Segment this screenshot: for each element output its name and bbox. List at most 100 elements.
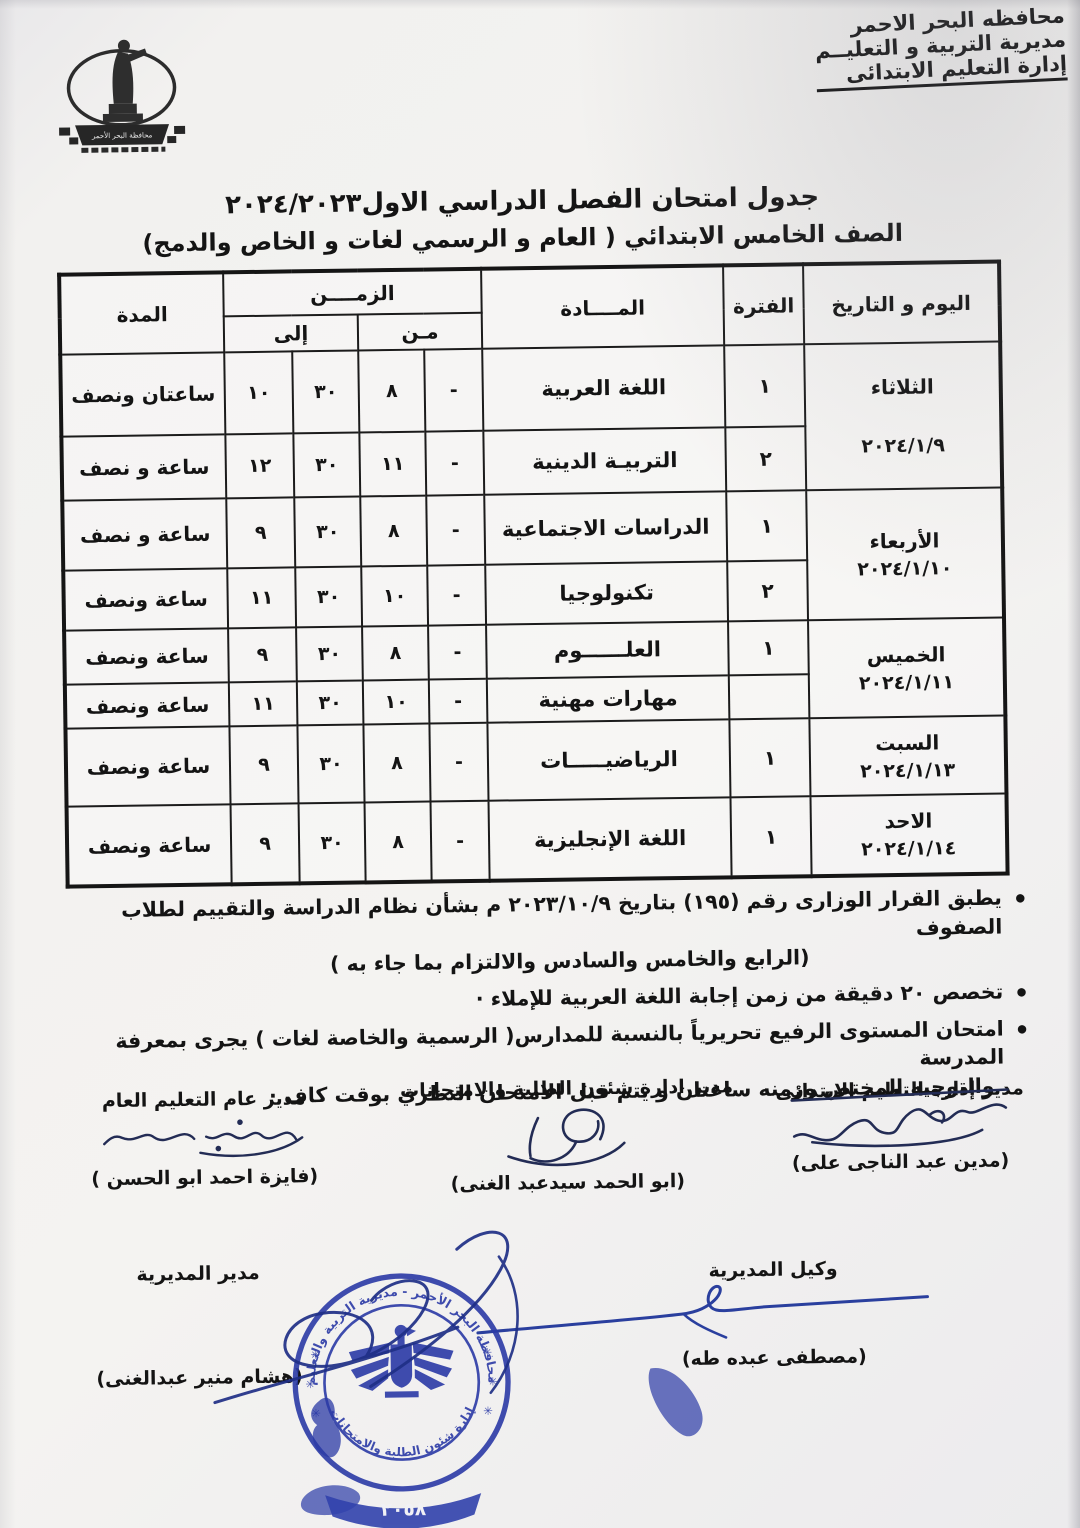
to-min-cell: ٣٠ [297, 724, 365, 804]
col-header-day-date: اليوم و التاريخ [803, 261, 1001, 345]
to-hour-cell: ١٠ [224, 351, 294, 435]
day-cell: الأربعاء ٢٠٢٤/١/١٠ [806, 487, 1005, 621]
to-hour-cell: ٩ [230, 803, 300, 885]
signature-block-directorate-deputy: وكيل المديرية (مصطفى عبده طه) [476, 1256, 943, 1371]
to-min-cell: ٣٠ [296, 626, 363, 682]
svg-text:✳: ✳ [311, 1406, 321, 1420]
from-min-cell: - [424, 348, 484, 432]
note-item: تخصص ٢٠ دقيقة من زمن إجابة اللغة العربية… [47, 977, 1033, 1019]
handwritten-signature-fayza [103, 1119, 304, 1158]
duration-cell: ساعة ونصف [65, 726, 231, 807]
col-header-period: الفترة [723, 264, 805, 346]
duration-cell: ساعتان ونصف [60, 352, 226, 437]
col-header-subject: المــــادة [481, 265, 725, 349]
from-hour-cell: ١١ [359, 431, 427, 497]
to-hour-cell: ٩ [226, 497, 296, 569]
from-min-cell: - [428, 678, 488, 724]
handwritten-signature-hisham [213, 1230, 519, 1405]
from-hour-cell: ٨ [363, 723, 431, 803]
from-min-cell: - [430, 800, 490, 882]
ink-blob [311, 1397, 341, 1458]
table-row: الأربعاء ٢٠٢٤/١/١٠ ١ الدراسات الاجتماعية… [62, 487, 1005, 621]
handwritten-signature-madin [790, 1088, 1009, 1148]
day-name: الاحد [884, 808, 933, 834]
svg-text:✳: ✳ [482, 1345, 492, 1359]
day-date: ٢٠٢٤/١/١٣ [859, 758, 956, 783]
signature-block-general-edu-director: مدير عام التعليم العام (فايزة احمد ابو ا… [43, 1086, 366, 1190]
signature-block-student-affairs-director: مدير ادارة شئون الطلبة والامتحانات (ابو … [366, 1075, 768, 1197]
col-header-time: الزمــــن [223, 268, 482, 317]
signature-title: مدير ادارة شئون الطلبة والامتحانات [399, 1075, 734, 1102]
stamp-number-band [325, 1493, 482, 1528]
signature-title: مدير عام التعليم العام [101, 1087, 306, 1113]
handwritten-signature-abulhamd [507, 1108, 626, 1167]
col-header-duration: المدة [59, 272, 225, 355]
from-min-cell: - [427, 564, 487, 626]
svg-text:✳: ✳ [310, 1348, 320, 1362]
to-min-cell: ٣٠ [292, 350, 360, 434]
svg-text:✳: ✳ [488, 1375, 498, 1389]
signature-block-primary-edu-director: مدير إدارة التعليم الابتدائى (مدين عبد ا… [748, 1077, 1051, 1175]
note-text: تخصص ٢٠ دقيقة من زمن إجابة اللغة العربية… [475, 979, 1004, 1011]
title-block: جدول امتحان الفصل الدراسي الاول٢٠٢٤/٢٠٢٣… [112, 180, 933, 257]
signature-name: (مدين عبد الناجى على) [791, 1149, 1010, 1175]
to-min-cell: ٣٠ [294, 496, 362, 568]
svg-text:✳: ✳ [483, 1404, 493, 1418]
to-hour-cell: ١٢ [225, 433, 295, 499]
period-cell: ١ [728, 620, 809, 676]
subject-cell: الرياضيـــــات [487, 719, 731, 801]
note-text: يطبق القرار الوزارى رقم (١٩٥) بتاريخ ٢٠٢… [121, 885, 1003, 940]
handwritten-signature-mustafa [476, 1285, 929, 1339]
subject-cell: التربيـة الدينية [483, 427, 727, 495]
to-hour-cell: ١١ [227, 567, 297, 629]
day-cell: السبت ٢٠٢٤/١/١٣ [809, 715, 1007, 797]
period-cell: ١ [724, 344, 806, 428]
day-date: ٢٠٢٤/١/٩ [861, 434, 946, 458]
to-min-cell: ٣٠ [296, 680, 364, 726]
duration-cell: ساعة ونصف [63, 568, 229, 631]
from-hour-cell: ٨ [364, 801, 432, 883]
to-min-cell: ٣٠ [295, 566, 363, 628]
logo-banner [75, 124, 170, 146]
from-min-cell: - [425, 430, 485, 496]
note-text-line2: (الرابع والخامس والسادس والالتزام بما جا… [329, 945, 810, 977]
duration-cell: ساعة و نصف [62, 498, 228, 571]
from-hour-cell: ٨ [358, 349, 426, 433]
subject-cell: تكنولوجيا [485, 561, 729, 625]
signature-name: (ابو الحمد سيدعبد الغنى) [450, 1170, 686, 1196]
day-date: ٢٠٢٤/١/١٤ [861, 837, 957, 861]
to-hour-cell: ١١ [228, 681, 298, 727]
from-hour-cell: ٨ [360, 495, 428, 567]
table-row: الاحد ٢٠٢٤/١/١٤ ١ اللغة الإنجليزية - ٨ ٣… [66, 793, 1008, 887]
to-min-cell: ٣٠ [298, 802, 366, 884]
stamp-number: ٢٠٥٨ [381, 1499, 427, 1521]
table-row: السبت ٢٠٢٤/١/١٣ ١ الرياضيـــــات - ٨ ٣٠ … [65, 715, 1007, 807]
duration-cell: ساعة و نصف [61, 434, 227, 501]
from-hour-cell: ١٠ [361, 565, 429, 627]
period-cell: ٢ [727, 560, 809, 622]
ink-blob [648, 1368, 703, 1437]
from-hour-cell: ١٠ [362, 679, 430, 725]
day-date: ٢٠٢٤/١/١٠ [857, 556, 953, 581]
table-row: الثلاثاء ٢٠٢٤/١/٩ ١ اللغة العربية - ٨ ٣٠… [60, 341, 1003, 491]
from-hour-cell: ٨ [362, 625, 429, 681]
period-cell [728, 674, 810, 720]
exam-title: جدول امتحان الفصل الدراسي الاول٢٠٢٤/٢٠٢٣ [224, 182, 820, 221]
statue-icon [102, 39, 148, 123]
duration-cell: ساعة ونصف [64, 682, 230, 729]
subject-cell: مهارات مهنية [486, 675, 730, 723]
duration-cell: ساعة ونصف [64, 628, 229, 685]
note-item: يطبق القرار الوزارى رقم (١٩٥) بتاريخ ٢٠٢… [46, 883, 1033, 983]
subject-cell: اللغة العربية [482, 345, 726, 431]
org-header: محافظه البحر الاحمر مديرية التربية و الت… [813, 3, 1068, 93]
subject-cell: اللغة الإنجليزية [488, 797, 732, 881]
note-text: امتحان المستوى الرفيع تحريرياً بالنسبة ل… [115, 1016, 1005, 1071]
to-hour-cell: ٩ [228, 627, 297, 683]
day-name: الثلاثاء [870, 374, 934, 400]
period-cell: ٢ [725, 426, 807, 492]
period-cell: ١ [729, 718, 811, 798]
day-cell: الاحد ٢٠٢٤/١/١٤ [810, 793, 1008, 877]
day-name: الأربعاء [869, 527, 940, 553]
